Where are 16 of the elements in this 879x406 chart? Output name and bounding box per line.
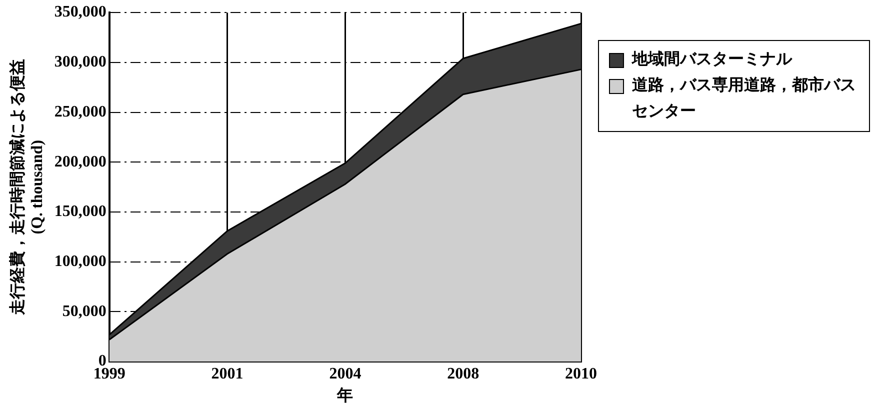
y-tick-label: 200,000 [54,153,106,170]
x-tick-label: 2004 [329,365,362,382]
y-tick-label: 150,000 [54,203,106,220]
y-tick-label: 250,000 [54,103,106,120]
x-tick-label: 2001 [211,365,244,382]
x-tick-label: 2010 [565,365,597,382]
y-tick-label: 350,000 [54,4,106,21]
legend-label: 地域間バスターミナル [632,50,792,70]
x-tick-label: 1999 [93,365,126,382]
y-tick-label: 100,000 [54,253,106,270]
x-axis-title: 年 [336,386,354,405]
x-tick-label: 2008 [447,365,480,382]
y-tick-label: 50,000 [62,302,106,320]
legend-label: 道路，バス専用道路，都市バスセンター [632,75,857,122]
y-axis-title: 走行経費，走行時間節減による便益 (Q. thousand) [8,59,46,316]
y-tick-label: 300,000 [54,54,106,71]
